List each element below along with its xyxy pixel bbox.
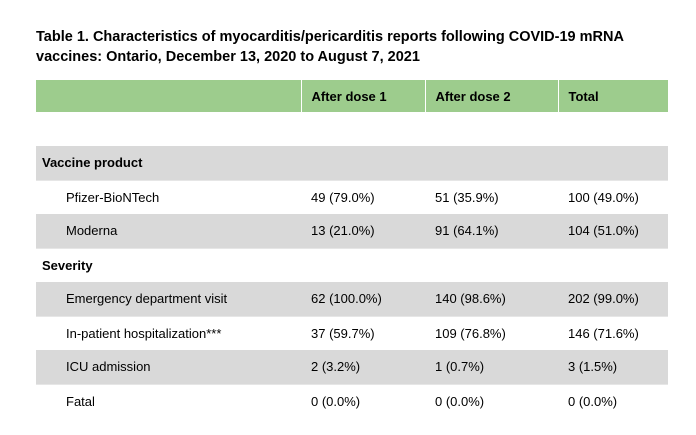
cell-dose-1: 62 (100.0%) [311, 291, 382, 307]
cell-dose-2: 91 (64.1%) [435, 223, 499, 239]
cell-total: 3 (1.5%) [568, 359, 618, 375]
cell-total: 202 (99.0%) [568, 291, 639, 307]
characteristics-table: After dose 1 After dose 2 Total Vaccine … [36, 80, 668, 418]
cell-total: 146 (71.6%) [558, 315, 668, 350]
cell-dose-1: 13 (21.0%) [311, 223, 375, 239]
table-row: Emergency department visit 62 (100.0%) 1… [36, 282, 668, 316]
cell-dose-2: 140 (98.6%) [435, 291, 506, 307]
cell-dose-1: 2 (3.2%) [311, 359, 361, 375]
table-row: In-patient hospitalization*** 37 (59.7%)… [36, 315, 668, 350]
cell-dose-2: 1 (0.7%) [435, 359, 485, 375]
table-row: ICU admission 2 (3.2%) 1 (0.7%) 3 (1.5%) [36, 350, 668, 384]
cell-dose-2: 51 (35.9%) [425, 179, 558, 214]
row-label: ICU admission [66, 359, 151, 375]
table-row: Pfizer-BioNTech 49 (79.0%) 51 (35.9%) 10… [36, 179, 668, 214]
table-title: Table 1. Characteristics of myocarditis/… [36, 29, 624, 65]
table-row: Moderna 13 (21.0%) 91 (64.1%) 104 (51.0%… [36, 214, 668, 248]
cell-dose-1: 37 (59.7%) [301, 315, 425, 350]
cell-total: 0 (0.0%) [558, 383, 668, 418]
cell-dose-1: 0 (0.0%) [301, 383, 425, 418]
row-label: Pfizer-BioNTech [36, 179, 301, 214]
section-row-severity: Severity [36, 247, 668, 282]
cell-dose-2: 0 (0.0%) [425, 383, 558, 418]
table-row: Fatal 0 (0.0%) 0 (0.0%) 0 (0.0%) [36, 383, 668, 418]
section-row-vaccine-product: Vaccine product [36, 146, 668, 180]
section-label: Severity [36, 247, 668, 282]
header-row: After dose 1 After dose 2 Total [36, 80, 668, 112]
header-cell-blank [36, 80, 301, 112]
cell-total: 100 (49.0%) [558, 179, 668, 214]
row-label: Emergency department visit [66, 291, 228, 307]
section-label: Vaccine product [42, 155, 143, 171]
cell-dose-2: 109 (76.8%) [425, 315, 558, 350]
header-cell-total: Total [557, 80, 668, 112]
cell-total: 104 (51.0%) [568, 223, 639, 239]
row-label: Moderna [66, 223, 118, 239]
row-label: Fatal [36, 383, 301, 418]
header-cell-after-dose-1: After dose 1 [300, 80, 425, 112]
header-cell-after-dose-2: After dose 2 [424, 80, 558, 112]
row-label: In-patient hospitalization*** [36, 315, 301, 350]
cell-dose-1: 49 (79.0%) [301, 179, 425, 214]
